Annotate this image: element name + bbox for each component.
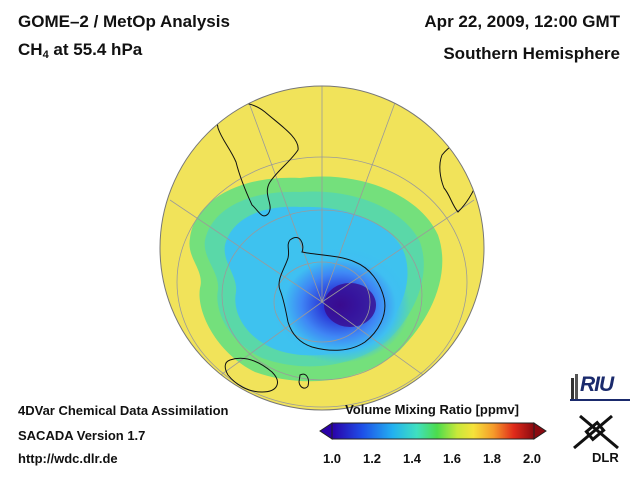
colorbar-tick: 2.0 [522, 451, 542, 466]
footer-line-2: SACADA Version 1.7 [18, 428, 146, 443]
new-zealand-coast [298, 373, 309, 389]
colorbar-tick: 1.8 [482, 451, 502, 466]
colorbar-tick: 1.2 [362, 451, 382, 466]
colorbar [319, 422, 547, 440]
colorbar-tick: 1.6 [442, 451, 462, 466]
region-label: Southern Hemisphere [443, 44, 620, 63]
riu-logo-icon [570, 374, 630, 401]
globe-outline [159, 85, 485, 411]
australia-coast [224, 357, 278, 393]
colorbar-ticks: 1.0 1.2 1.4 1.6 1.8 2.0 [320, 451, 550, 467]
south-america-coast [214, 102, 299, 217]
species-name: CH [18, 40, 43, 59]
graticule [169, 86, 475, 408]
map-title: GOME–2 / MetOp Analysis [18, 12, 230, 31]
footer-url: http://wdc.dlr.de [18, 451, 118, 466]
vortex-core [324, 283, 376, 327]
colorbar-low-arrow [319, 422, 333, 440]
datetime-label: Apr 22, 2009, 12:00 GMT [424, 12, 620, 31]
species-subscript: 4 [42, 49, 49, 61]
colorbar-high-arrow [533, 422, 547, 440]
colorbar-title: Volume Mixing Ratio [ppmv] [345, 402, 519, 417]
dlr-logo-icon [573, 414, 619, 450]
colorbar-tick: 1.4 [402, 451, 422, 466]
dlr-logo-text: DLR [592, 450, 619, 465]
colorbar-tick: 1.0 [322, 451, 342, 466]
footer-line-1: 4DVar Chemical Data Assimilation [18, 403, 229, 418]
species-label: CH4 at 55.4 hPa [18, 40, 142, 61]
antarctica-coast [278, 237, 386, 351]
colorbar-gradient [331, 422, 535, 440]
riu-logo-text: RIU [580, 373, 614, 396]
pressure-level: at 55.4 hPa [48, 40, 143, 59]
